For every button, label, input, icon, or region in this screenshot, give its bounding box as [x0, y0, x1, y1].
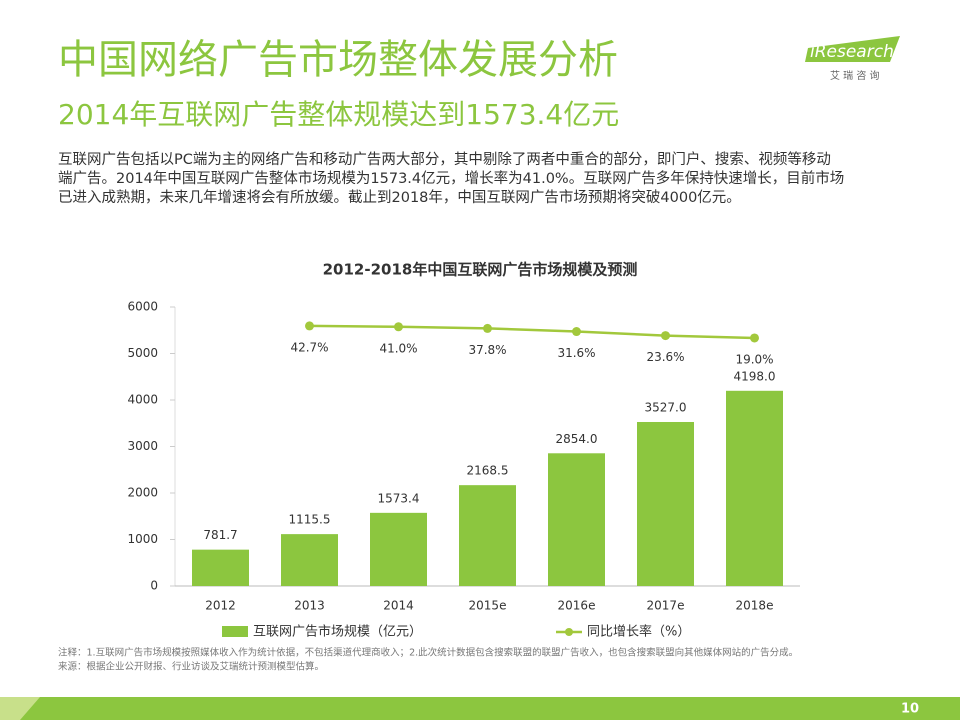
bar-label: 2854.0: [556, 432, 598, 446]
line-label: 31.6%: [557, 346, 595, 360]
legend-label: 同比增长率（%）: [587, 624, 690, 640]
y-tick-label: 4000: [127, 393, 158, 407]
bar-label: 3527.0: [645, 400, 687, 414]
chart-title: 2012-2018年中国互联网广告市场规模及预测: [323, 261, 638, 279]
x-tick-label: 2017e: [647, 599, 685, 613]
paragraph-line: 已进入成熟期，未来几年增速将会有所放缓。截止到2018年，中国互联网广告市场预期…: [58, 189, 741, 206]
paragraph-line: 端广告。2014年中国互联网广告整体市场规模为1573.4亿元，增长率为41.0…: [58, 170, 844, 187]
line: [309, 324, 755, 340]
x-tick-label: 2013: [294, 599, 325, 613]
line-point: [305, 321, 314, 331]
line-label: 23.6%: [646, 350, 684, 364]
paragraph-line: 互联网广告包括以PC端为主的网络广告和移动广告两大部分，其中剔除了两者中重合的部…: [58, 150, 831, 168]
x-tick-label: 2016e: [558, 599, 596, 613]
subtitle: 2014年互联网广告整体规模达到1573.4亿元: [58, 98, 619, 131]
y-tick-label: 5000: [127, 346, 158, 360]
bar: [459, 485, 516, 586]
footer-accent: [0, 697, 40, 720]
line-label: 41.0%: [379, 341, 417, 355]
title: 中国网络广告市场整体发展分析: [58, 37, 618, 83]
line-label: 19.0%: [735, 352, 773, 366]
bar: [726, 390, 783, 586]
y-tick-label: 6000: [127, 300, 158, 314]
note: 来源：根据企业公开财报、行业访谈及艾瑞统计预测模型估算。: [58, 661, 324, 673]
y-tick-label: 1000: [127, 532, 158, 546]
line-point: [750, 333, 759, 343]
line-label: 42.7%: [290, 340, 328, 354]
x-tick-label: 2015e: [469, 599, 507, 613]
page-number: 10: [901, 702, 919, 717]
line-point: [572, 327, 581, 337]
x-tick-label: 2014: [383, 599, 414, 613]
y-tick-label: 3000: [127, 439, 158, 453]
line-label: 37.8%: [468, 343, 506, 357]
bar-label: 781.7: [203, 528, 237, 542]
legend-swatch: [222, 626, 248, 637]
logo: iResearch: [810, 42, 894, 62]
y-tick-label: 2000: [127, 486, 158, 500]
legend-swatch: [565, 628, 573, 636]
line-point: [483, 323, 492, 333]
line-point: [661, 331, 670, 341]
bar: [370, 512, 427, 586]
bar-label: 4198.0: [734, 369, 776, 383]
line-point: [394, 322, 403, 332]
note: 注释：1.互联网广告市场规模按照媒体收入作为统计依据，不包括渠道代理商收入；2.…: [58, 647, 798, 659]
y-tick-label: 0: [150, 579, 158, 593]
bar: [192, 549, 249, 586]
footer-band: [0, 697, 960, 720]
x-tick-label: 2012: [205, 599, 236, 613]
logo-shape: [805, 36, 900, 62]
bar-label: 2168.5: [467, 464, 509, 478]
x-tick-label: 2018e: [736, 599, 774, 613]
bar: [281, 534, 338, 586]
bar: [548, 453, 605, 586]
bar: [637, 421, 694, 586]
logo-sub: 艾 瑞 咨 询: [830, 69, 880, 82]
legend-label: 互联网广告市场规模（亿元）: [253, 624, 422, 640]
bar-label: 1115.5: [289, 513, 331, 527]
bar-label: 1573.4: [378, 491, 420, 505]
